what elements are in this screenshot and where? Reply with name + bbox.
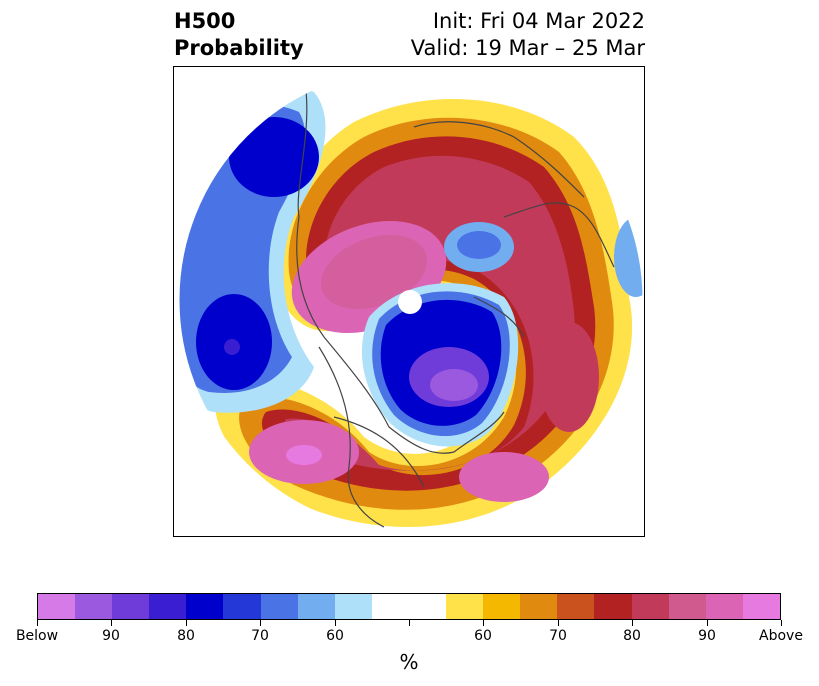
colorbar-segment [520, 594, 558, 619]
colorbar-segment [408, 594, 447, 619]
colorbar-segment [631, 594, 669, 619]
colorbar-tick [558, 620, 559, 626]
colorbar-tick-label: 80 [177, 628, 195, 644]
above-core-pacific-max [286, 445, 322, 465]
colorbar-tick-label: 70 [549, 628, 567, 644]
colorbar-tick-label: 90 [698, 628, 716, 644]
colorbar-tick [409, 620, 410, 626]
title-probability: Probability [174, 36, 304, 60]
coastlines [296, 76, 615, 528]
colorbar-segment [557, 594, 595, 619]
colorbar-tick [483, 620, 484, 626]
colorbar-tick [707, 620, 708, 626]
above-core-east-siberia [459, 452, 549, 502]
colorbar-segment [149, 594, 187, 619]
colorbar-tick [260, 620, 261, 626]
colorbar-segment [446, 594, 484, 619]
colorbar-segment [297, 594, 335, 619]
colorbar-segment [705, 594, 743, 619]
map-panel [173, 66, 645, 537]
colorbar-segment [594, 594, 632, 619]
colorbar-tick-label: 80 [623, 628, 641, 644]
colorbar-tick-label: Above [759, 628, 803, 644]
colorbar-tick-label: 90 [102, 628, 120, 644]
above-core-north-atlantic [539, 322, 599, 432]
colorbar-segment [260, 594, 298, 619]
colorbar-tick [335, 620, 336, 626]
pole-hole [398, 290, 422, 314]
colorbar-segment [371, 594, 409, 619]
above-core-west-canada-inner [321, 234, 427, 310]
below-region-east [614, 217, 643, 297]
colorbar-segment [334, 594, 372, 619]
colorbar-unit: % [399, 650, 419, 674]
probability-field [179, 68, 643, 532]
valid-range: Valid: 19 Mar – 25 Mar [410, 36, 645, 60]
colorbar-segment [483, 594, 521, 619]
colorbar [37, 593, 781, 620]
colorbar-tick-label: 70 [251, 628, 269, 644]
title-left: H500 Probability [174, 8, 304, 62]
probability-map [178, 67, 644, 533]
colorbar-tick [186, 620, 187, 626]
colorbar-segment [186, 594, 224, 619]
colorbar-tick [37, 620, 38, 626]
colorbar-segment [742, 594, 780, 619]
colorbar-tick-label: 60 [326, 628, 344, 644]
colorbar-segment [38, 594, 76, 619]
colorbar-segment [75, 594, 113, 619]
below-region-kara-inner [457, 231, 501, 259]
title-right: Init: Fri 04 Mar 2022 Valid: 19 Mar – 25… [411, 8, 645, 62]
init-date: Init: Fri 04 Mar 2022 [432, 9, 645, 33]
colorbar-tick [632, 620, 633, 626]
title-variable: H500 [174, 9, 236, 33]
colorbar-tick [111, 620, 112, 626]
colorbar-tick [781, 620, 782, 626]
colorbar-segment [668, 594, 706, 619]
colorbar-tick-label: Below [15, 628, 59, 644]
below-core-alaska-max [430, 369, 478, 401]
below-core-north-atlantic [229, 117, 319, 197]
colorbar-tick-label: 60 [474, 628, 492, 644]
colorbar-segment [223, 594, 261, 619]
colorbar-segment [112, 594, 150, 619]
below-core-europe-max [224, 339, 240, 355]
